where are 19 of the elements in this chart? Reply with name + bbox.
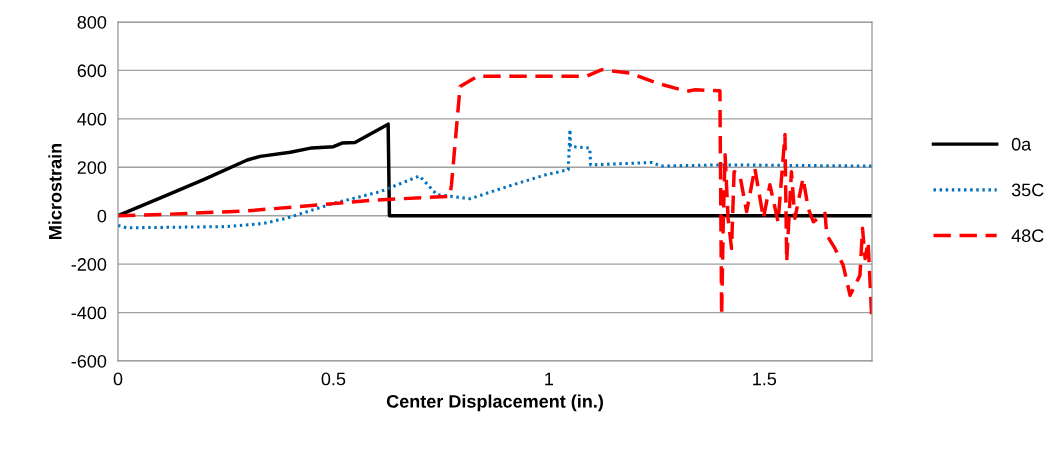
y-axis-title: Microstrain [48, 143, 62, 239]
y-tick-label: 200 [77, 161, 107, 175]
x-tick-label: 1 [545, 372, 553, 386]
x-tick-label: 0 [113, 372, 123, 386]
line-series [118, 122, 872, 218]
x-axis-title: Center Displacement (in.) [386, 394, 603, 412]
y-tick-label: 400 [77, 112, 107, 126]
y-tick-label: -200 [71, 258, 107, 271]
legend-label: 48C [1011, 229, 1044, 243]
legend-label: 35C [1011, 183, 1044, 197]
x-tick-label: 1.5 [753, 372, 777, 386]
legend-label: 0a [1011, 137, 1032, 151]
y-tick-label: -400 [71, 306, 107, 320]
y-tick-label: 800 [77, 15, 107, 29]
y-tick-label: 600 [77, 64, 107, 78]
line-series [118, 67, 872, 317]
x-tick-label: 0.5 [321, 372, 346, 386]
y-tick-label: -600 [71, 354, 107, 368]
y-tick-label: 0 [97, 209, 107, 223]
